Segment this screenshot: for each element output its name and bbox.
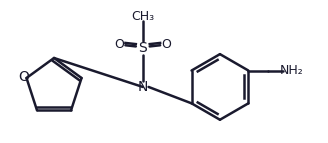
Text: NH₂: NH₂ — [280, 64, 304, 77]
Text: O: O — [18, 70, 29, 84]
Text: N: N — [137, 80, 148, 94]
Text: S: S — [138, 41, 147, 55]
Text: O: O — [161, 38, 171, 51]
Text: O: O — [115, 38, 125, 51]
Text: CH₃: CH₃ — [131, 10, 154, 23]
